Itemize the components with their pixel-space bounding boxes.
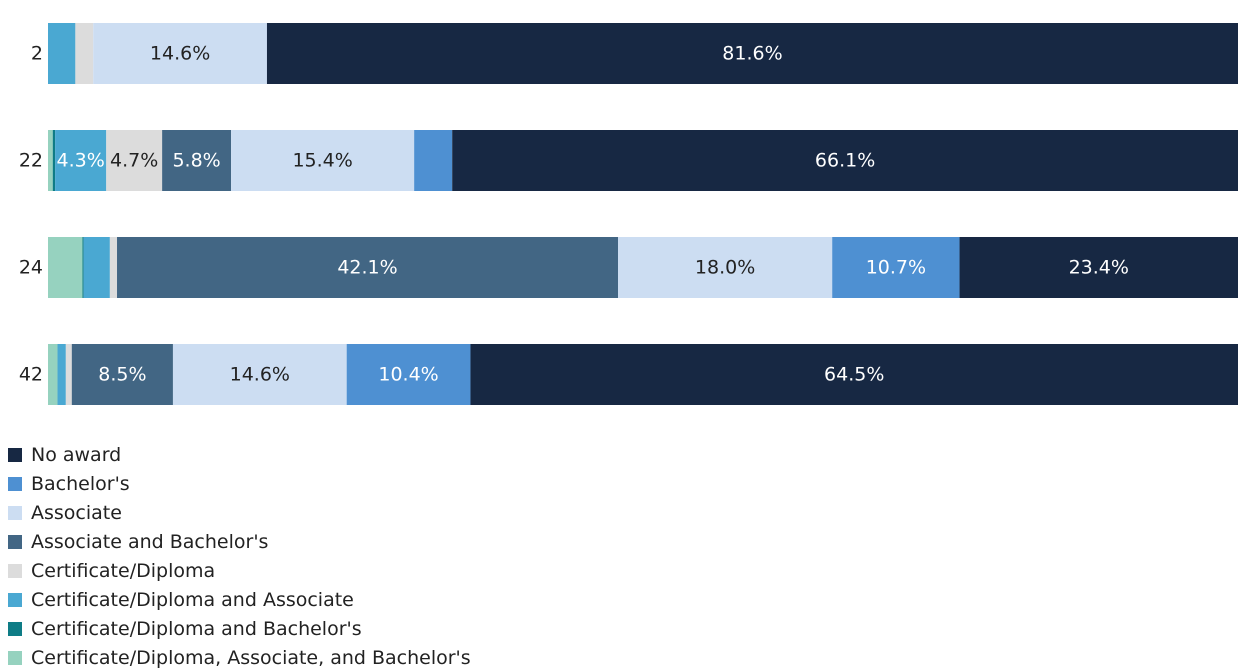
data-label: 64.5% [824, 364, 884, 386]
bar-row: 42 8.5% 14.6% 10.4% 64.5% [19, 344, 1238, 405]
data-label: 15.4% [292, 150, 352, 172]
bar-segment [346, 344, 471, 405]
bar-row: 24 42.1% 18.0% 10.7% 23.4% [19, 237, 1238, 298]
bar-segment [106, 130, 163, 191]
bar-segment [71, 344, 173, 405]
legend-item-certificate-diploma-and-associate: Certificate/Diploma and Associate [8, 585, 471, 614]
bar-segment [470, 344, 1238, 405]
legend-label: Certificate/Diploma, Associate, and Bach… [31, 646, 471, 669]
bar-row: 22 4.3% 4.7% 5.8% 15.4% 66.1% [19, 130, 1238, 191]
data-label: 5.8% [172, 150, 220, 172]
data-label: 23.4% [1069, 257, 1129, 279]
legend-label: Associate [31, 501, 122, 524]
data-label: 10.7% [866, 257, 926, 279]
bar-segment [93, 23, 267, 84]
bar-segment [832, 237, 960, 298]
bar-segment [75, 23, 94, 84]
legend: No award Bachelor's Associate Associate … [8, 440, 471, 672]
category-label: 22 [19, 150, 43, 172]
bar-segment [117, 237, 619, 298]
bar-segment [266, 23, 1239, 84]
data-label: 4.7% [110, 150, 158, 172]
data-label: 66.1% [815, 150, 875, 172]
bar-segment [48, 237, 83, 298]
legend-item-certificate-diploma-and-bachelors: Certificate/Diploma and Bachelor's [8, 614, 471, 643]
bar-segment [162, 130, 232, 191]
legend-swatch [8, 592, 22, 607]
bar-segment [172, 344, 347, 405]
bar-segment [109, 237, 118, 298]
data-label: 10.4% [378, 364, 438, 386]
stacked-bar-chart: 2 14.6% 81.6% 22 4.3% 4.7% 5.8% 15.4% 66.1% 24 42.… [19, 23, 1239, 405]
bar-segment [57, 344, 66, 405]
legend-item-associate-and-bachelors: Associate and Bachelor's [8, 527, 471, 556]
bar-segment [48, 130, 53, 191]
category-label: 2 [31, 43, 43, 65]
bar-segment [414, 130, 453, 191]
legend-item-no-award: No award [8, 440, 471, 469]
legend-label: Certificate/Diploma and Bachelor's [31, 617, 362, 640]
legend-swatch [8, 563, 22, 578]
legend-item-bachelors: Bachelor's [8, 469, 471, 498]
bar-segment [82, 237, 84, 298]
legend-label: Certificate/Diploma [31, 559, 216, 582]
legend-item-certificate-diploma: Certificate/Diploma [8, 556, 471, 585]
bar-segment [618, 237, 833, 298]
bar-segment [959, 237, 1238, 298]
data-label: 14.6% [150, 43, 210, 65]
legend-item-certificate-diploma-associate-and-bachelors: Certificate/Diploma, Associate, and Bach… [8, 643, 471, 672]
legend-label: Bachelor's [31, 472, 130, 495]
legend-item-associate: Associate [8, 498, 471, 527]
category-label: 42 [19, 364, 43, 386]
legend-label: No award [31, 443, 122, 466]
bar-row: 2 14.6% 81.6% [31, 23, 1239, 84]
data-label: 8.5% [98, 364, 146, 386]
legend-label: Associate and Bachelor's [31, 530, 269, 553]
bar-segment [83, 237, 110, 298]
category-label: 24 [19, 257, 43, 279]
bar-segment [65, 344, 72, 405]
data-label: 81.6% [722, 43, 782, 65]
bar-segment [231, 130, 415, 191]
bar-segment [48, 23, 76, 84]
legend-swatch [8, 621, 22, 636]
data-label: 14.6% [230, 364, 290, 386]
legend-swatch [8, 534, 22, 549]
legend-swatch [8, 476, 22, 491]
legend-label: Certificate/Diploma and Associate [31, 588, 354, 611]
bar-segment [55, 130, 107, 191]
legend-swatch [8, 447, 22, 462]
data-label: 42.1% [337, 257, 397, 279]
data-label: 4.3% [57, 150, 105, 172]
bar-segment [52, 130, 56, 191]
data-label: 18.0% [695, 257, 755, 279]
legend-swatch [8, 505, 22, 520]
legend-swatch [8, 650, 22, 665]
bar-segment [452, 130, 1238, 191]
bar-segment [48, 344, 58, 405]
